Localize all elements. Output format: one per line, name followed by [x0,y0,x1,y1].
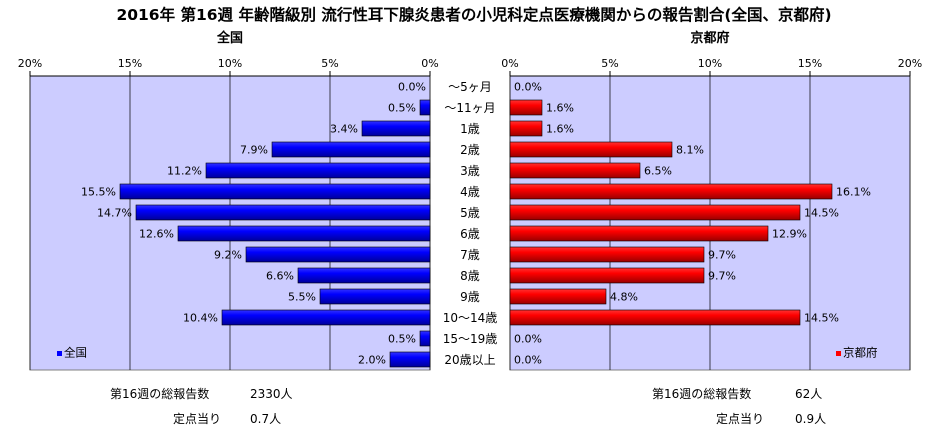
right-bar-1 [509,99,543,116]
left-data-label-5: 15.5% [81,186,116,199]
right-data-label-4: 6.5% [644,165,672,178]
left-data-label-11: 10.4% [183,312,218,325]
left-bar-1 [419,99,431,116]
chart-title: 2016年 第16週 年齢階級別 流行性耳下腺炎患者の小児科定点医療機関からの報… [116,5,831,24]
national-total-label: 第16週の総報告数 [110,386,209,401]
left-bar-12 [419,330,431,347]
right-bar-7 [509,225,769,242]
left-data-label-8: 9.2% [214,249,242,262]
right-bar-2 [509,120,543,137]
left-tick-label: 5% [321,57,338,70]
left-bar-4 [205,162,431,179]
left-bar-9 [297,267,431,284]
category-label-6: 5歳 [460,206,480,220]
left-bar-13 [389,351,431,368]
right-tick-label: 15% [798,57,822,70]
left-tick-label: 0% [421,57,438,70]
left-data-label-7: 12.6% [139,228,174,241]
national-legend-label: 全国 [64,346,87,360]
left-data-label-1: 0.5% [388,102,416,115]
right-bar-4 [509,162,641,179]
right-bar-6 [509,204,801,221]
left-bar-2 [361,120,431,137]
category-label-2: 1歳 [460,122,480,136]
national-per-value: 0.7人 [250,412,281,426]
national-legend-swatch [57,351,62,356]
left-bar-3 [271,141,431,158]
left-data-label-3: 7.9% [240,144,268,157]
category-label-8: 7歳 [460,248,480,262]
right-data-label-7: 12.9% [772,228,807,241]
left-bar-11 [221,309,431,326]
right-bar-9 [509,267,705,284]
left-data-label-10: 5.5% [288,291,316,304]
right-data-label-11: 14.5% [804,312,839,325]
category-label-4: 3歳 [460,164,480,178]
left-data-label-0: 0.0% [398,81,426,94]
right-bar-8 [509,246,705,263]
right-bar-10 [509,288,607,305]
right-data-label-10: 4.8% [610,291,638,304]
right-data-label-9: 9.7% [708,270,736,283]
category-label-13: 20歳以上 [444,353,495,367]
kyoto-per-value: 0.9人 [795,412,826,426]
category-label-12: 15～19歳 [443,332,498,346]
right-data-label-1: 1.6% [546,102,574,115]
left-bar-5 [119,183,431,200]
kyoto-legend-swatch [836,351,841,356]
national-footer: 第16週の総報告数 2330人 定点当り 0.7人 [110,386,293,426]
right-data-label-2: 1.6% [546,123,574,136]
left-data-label-6: 14.7% [97,207,132,220]
kyoto-per-label: 定点当り [716,411,764,426]
national-total-value: 2330人 [250,387,293,401]
right-data-label-6: 14.5% [804,207,839,220]
right-bar-3 [509,141,673,158]
category-label-11: 10～14歳 [443,311,498,325]
right-data-label-0: 0.0% [514,81,542,94]
left-bar-6 [135,204,431,221]
category-label-9: 8歳 [460,269,480,283]
right-data-label-8: 9.7% [708,249,736,262]
kyoto-total-value: 62人 [795,387,822,401]
right-data-label-13: 0.0% [514,354,542,367]
right-data-label-12: 0.0% [514,333,542,346]
right-bar-11 [509,309,801,326]
national-per-label: 定点当り [173,411,221,426]
category-label-7: 6歳 [460,227,480,241]
kyoto-total-label: 第16週の総報告数 [652,386,751,401]
category-label-10: 9歳 [460,290,480,304]
right-bar-5 [509,183,833,200]
left-tick-label: 15% [118,57,142,70]
category-label-0: ～5ヶ月 [448,80,492,94]
kyoto-legend-label: 京都府 [843,346,878,360]
national-panel-heading: 全国 [216,30,243,46]
left-data-label-2: 3.4% [330,123,358,136]
kyoto-panel-heading: 京都府 [690,30,729,46]
left-bar-8 [245,246,431,263]
left-data-label-9: 6.6% [266,270,294,283]
left-data-label-12: 0.5% [388,333,416,346]
left-data-label-13: 2.0% [358,354,386,367]
right-tick-label: 10% [698,57,722,70]
right-data-label-5: 16.1% [836,186,871,199]
right-tick-label: 5% [601,57,618,70]
right-tick-label: 0% [501,57,518,70]
left-data-label-4: 11.2% [167,165,202,178]
left-bar-7 [177,225,431,242]
category-label-1: ～11ヶ月 [444,101,495,115]
right-data-label-3: 8.1% [676,144,704,157]
category-label-5: 4歳 [460,185,480,199]
kyoto-footer: 第16週の総報告数 62人 定点当り 0.9人 [652,386,826,426]
left-bar-10 [319,288,431,305]
left-tick-label: 20% [18,57,42,70]
category-label-3: 2歳 [460,143,480,157]
right-tick-label: 20% [898,57,922,70]
left-tick-label: 10% [218,57,242,70]
